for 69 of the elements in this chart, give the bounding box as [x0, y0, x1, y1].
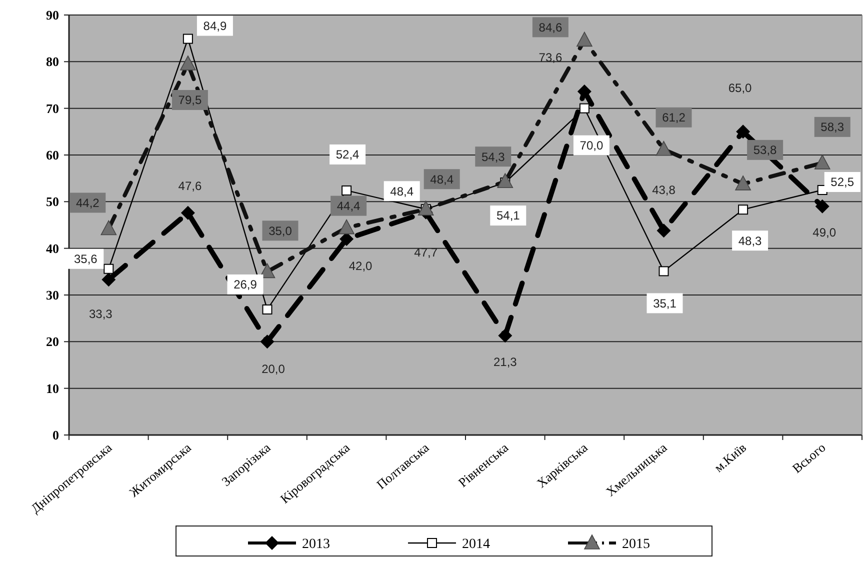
point — [100, 220, 117, 236]
data-label: 20,0 — [262, 362, 286, 376]
data-label: 61,2 — [662, 110, 686, 125]
y-tick-label: 10 — [46, 380, 59, 396]
point — [656, 224, 671, 238]
data-label: 47,7 — [414, 246, 438, 260]
point — [736, 124, 750, 139]
y-tick-label: 30 — [46, 288, 59, 303]
point — [814, 154, 830, 170]
y-tick-label: 70 — [46, 100, 59, 116]
point — [102, 272, 116, 287]
y-tick-label: 90 — [46, 8, 59, 23]
data-label: 53,8 — [753, 143, 778, 158]
data-label: 26,9 — [234, 278, 258, 292]
y-tick-label: 60 — [46, 148, 59, 163]
data-label: 54,1 — [496, 208, 520, 223]
data-label: 52,5 — [830, 175, 854, 190]
point — [104, 264, 114, 274]
data-label: 73,6 — [538, 50, 562, 65]
data-label: 52,4 — [336, 148, 360, 162]
y-tick-label: 80 — [46, 54, 59, 70]
y-tick-label: 0 — [52, 428, 59, 443]
point — [180, 56, 196, 70]
data-label: 43,8 — [652, 182, 676, 197]
data-label: 42,0 — [348, 259, 373, 274]
data-label: 44,4 — [336, 199, 361, 213]
point — [576, 32, 592, 47]
data-label: 44,2 — [76, 196, 100, 210]
point — [262, 304, 272, 314]
legend-label: 2015 — [622, 536, 650, 552]
data-label: 58,3 — [820, 120, 844, 134]
data-label: 54,3 — [481, 150, 506, 164]
data-label: 35,1 — [653, 296, 677, 310]
point — [579, 103, 590, 114]
point — [180, 206, 195, 220]
data-label: 47,6 — [178, 179, 202, 194]
point — [735, 176, 751, 190]
point — [577, 84, 592, 99]
y-tick-label: 50 — [46, 194, 59, 210]
data-label: 35,6 — [74, 252, 98, 266]
point — [182, 34, 193, 44]
point — [338, 219, 354, 234]
point — [656, 141, 672, 156]
data-label: 49,0 — [812, 226, 836, 240]
data-label: 48,3 — [738, 234, 762, 248]
data-label: 84,9 — [203, 19, 227, 33]
point — [658, 266, 669, 276]
data-label: 48,4 — [430, 172, 454, 186]
point — [260, 334, 274, 349]
data-label: 35,0 — [268, 224, 292, 238]
data-label: 21,3 — [493, 354, 518, 369]
point — [340, 232, 354, 246]
point — [418, 200, 434, 216]
point — [342, 185, 352, 196]
legend-label: 2013 — [302, 536, 330, 552]
data-label: 70,0 — [580, 138, 604, 153]
point — [815, 199, 830, 214]
legend-label: 2014 — [462, 536, 490, 552]
data-label: 48,4 — [390, 184, 414, 198]
point — [497, 173, 514, 188]
y-tick-label: 40 — [46, 240, 59, 256]
point — [738, 204, 748, 215]
point — [259, 263, 276, 278]
data-label: 65,0 — [728, 80, 752, 95]
data-label: 84,6 — [538, 20, 562, 34]
data-label: 33,3 — [88, 306, 113, 321]
data-label: 79,5 — [178, 93, 202, 108]
y-tick-label: 20 — [46, 334, 59, 350]
point — [498, 328, 512, 343]
